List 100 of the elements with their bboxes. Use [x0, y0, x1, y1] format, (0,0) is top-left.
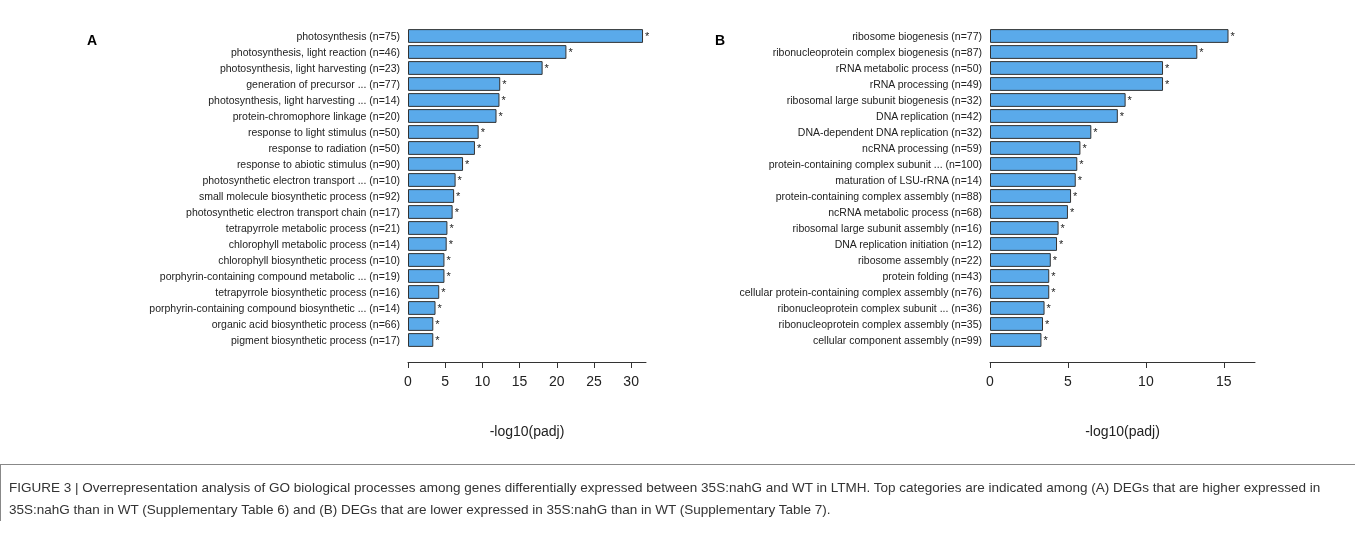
y-tick-label: rRNA processing (n=49) [869, 78, 982, 90]
y-tick-label: organic acid biosynthetic process (n=66) [211, 318, 400, 330]
bar [408, 93, 500, 107]
y-tick-label: DNA replication (n=42) [876, 110, 982, 122]
data-label: * [448, 238, 454, 250]
y-tick-label: DNA-dependent DNA replication (n=32) [797, 126, 982, 138]
bar [990, 205, 1068, 219]
y-tick-label: chlorophyll metabolic process (n=14) [228, 238, 400, 250]
data-label: * [1052, 254, 1058, 266]
y-tick-label: ribonucleoprotein complex assembly (n=35) [778, 318, 982, 330]
bar [990, 77, 1164, 91]
data-label: * [544, 62, 550, 74]
bar [408, 173, 456, 187]
data-label: * [1046, 302, 1052, 314]
x-tick-label: 25 [586, 373, 602, 389]
y-tick-label: photosynthesis, light reaction (n=46) [231, 46, 400, 58]
bar [408, 61, 543, 75]
bar [990, 45, 1198, 59]
data-label: * [1045, 318, 1050, 330]
y-tick-label: porphyrin-containing compound biosynthetic ... (n=14) [149, 302, 400, 314]
bar [990, 269, 1050, 283]
y-tick-label: response to abiotic stimulus (n=90) [236, 158, 400, 170]
bar [990, 109, 1118, 123]
y-tick-label: maturation of LSU-rRNA (n=14) [835, 174, 982, 186]
bar [990, 333, 1042, 347]
data-label: * [568, 46, 574, 58]
bar [408, 205, 453, 219]
y-tick-label: chlorophyll biosynthetic process (n=10) [218, 254, 400, 266]
y-tick-label: ribosome assembly (n=22) [857, 254, 982, 266]
data-label: * [454, 206, 460, 218]
data-label: * [1051, 286, 1057, 298]
bar [408, 109, 497, 123]
y-tick-label: protein-containing complex assembly (n=88) [775, 190, 982, 202]
y-tick-label: response to radiation (n=50) [268, 142, 400, 154]
bar [408, 285, 440, 299]
y-tick-label: generation of precursor ... (n=77) [246, 78, 400, 90]
bar [990, 285, 1050, 299]
bar [408, 189, 455, 203]
bar [990, 253, 1051, 267]
data-label: * [1199, 46, 1205, 58]
bar [408, 141, 475, 155]
x-tick-label: 15 [511, 373, 528, 389]
y-tick-label: ncRNA processing (n=59) [862, 142, 982, 154]
y-tick-label: protein-chromophore linkage (n=20) [232, 110, 400, 122]
x-tick-label: 10 [1138, 373, 1154, 389]
y-tick-label: tetrapyrrole biosynthetic process (n=16) [215, 286, 400, 298]
data-label: * [480, 126, 486, 138]
data-label: * [1051, 270, 1057, 282]
x-tick-label: 5 [1064, 373, 1073, 389]
y-tick-label: rRNA metabolic process (n=50) [835, 62, 982, 74]
data-label: * [446, 270, 452, 282]
x-axis-title: -log10(padj) [1085, 423, 1160, 439]
bar [408, 45, 567, 59]
data-label: * [449, 222, 455, 234]
x-tick-label: 20 [548, 373, 565, 389]
bar [990, 125, 1092, 139]
data-label: * [465, 158, 471, 170]
y-tick-label: ribonucleoprotein complex subunit ... (n=36) [777, 302, 982, 314]
data-label: * [435, 318, 441, 330]
x-tick-label: 30 [623, 373, 640, 389]
data-label: * [1082, 142, 1088, 154]
caption: FIGURE 3 | Overrepresentation analysis of GO biological processes among genes differentially expressed between 35S:nahG and WT in LTMH. Top categories are indicated among (A) DEGs that are higher expressed in 35S:nahG than in WT (Supplementary Table 6) and (B) DEGs that are lower expressed in 35S:nahG than in WT (Supplementary Table 7). [9, 479, 1322, 519]
y-tick-label: photosynthesis, light harvesting (n=23) [219, 62, 400, 74]
data-label: * [476, 142, 482, 154]
data-label: * [1059, 238, 1065, 250]
data-label: * [1230, 30, 1236, 42]
data-label: * [457, 174, 463, 186]
bar [408, 301, 436, 315]
bar [408, 317, 434, 331]
y-tick-label: protein-containing complex subunit ... (n=100) [768, 158, 982, 170]
x-tick-label: 0 [404, 373, 413, 389]
data-label: * [501, 94, 507, 106]
y-tick-label: porphyrin-containing compound metabolic ... (n=19) [159, 270, 400, 282]
data-label: * [1119, 110, 1125, 122]
data-label: * [1093, 126, 1099, 138]
data-label: * [435, 334, 441, 346]
y-tick-label: ncRNA metabolic process (n=68) [828, 206, 982, 218]
bar [990, 29, 1229, 43]
data-label: * [1069, 206, 1075, 218]
y-tick-label: photosynthetic electron transport ... (n=10) [202, 174, 400, 186]
bar [408, 77, 501, 91]
text: B [715, 32, 726, 48]
y-tick-label: DNA replication initiation (n=12) [834, 238, 982, 250]
data-label: * [1165, 62, 1171, 74]
bar [990, 237, 1058, 251]
data-label: * [446, 254, 452, 266]
x-tick-label: 15 [1216, 373, 1232, 389]
data-label: * [1127, 94, 1133, 106]
x-tick-label: 0 [986, 373, 995, 389]
bar [408, 333, 434, 347]
bar [408, 237, 447, 251]
y-tick-label: pigment biosynthetic process (n=17) [231, 334, 400, 346]
data-label: * [456, 190, 462, 202]
y-tick-label: ribosome biogenesis (n=77) [852, 30, 982, 42]
data-label: * [441, 286, 447, 298]
y-tick-label: cellular component assembly (n=99) [813, 334, 982, 346]
y-tick-label: ribonucleoprotein complex biogenesis (n=87) [772, 46, 982, 58]
bar [990, 317, 1043, 331]
data-label: * [1060, 222, 1066, 234]
data-label: * [645, 30, 651, 42]
